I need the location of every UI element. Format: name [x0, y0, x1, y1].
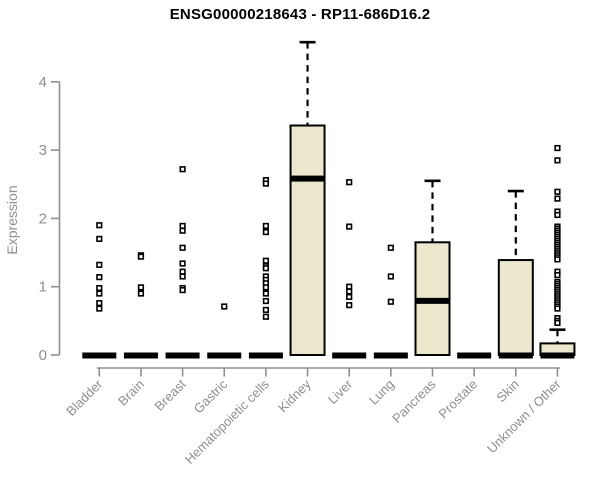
boxplot-bladder — [82, 222, 117, 359]
outlier-bladder — [96, 305, 103, 312]
x-tick-label-brain: Brain — [115, 377, 147, 409]
x-tick-label-gastric: Gastric — [191, 376, 231, 416]
boxplot-brain — [123, 252, 158, 359]
outlier-liver — [346, 288, 353, 295]
outlier-breast — [179, 268, 186, 275]
y-tick-label-1: 1 — [39, 279, 47, 296]
median-kidney — [290, 175, 325, 182]
outlier-unknown-other — [554, 211, 561, 219]
median-gastric — [207, 352, 242, 359]
median-lung — [373, 352, 408, 359]
outlier-liver — [346, 302, 353, 309]
boxplot-skin — [497, 189, 534, 359]
y-tick-label-3: 3 — [39, 142, 47, 159]
chart-title: ENSG00000218643 - RP11-686D16.2 — [169, 6, 431, 23]
outlier-bladder — [96, 274, 103, 281]
outlier-liver — [346, 179, 353, 186]
outlier-breast — [179, 227, 186, 234]
outlier-unknown-other — [554, 319, 561, 326]
median-breast — [165, 352, 200, 359]
boxplot-unknown-other — [539, 144, 576, 359]
y-tick-label-0: 0 — [39, 347, 47, 364]
median-brain — [123, 352, 158, 359]
outlier-bladder — [96, 235, 103, 242]
x-tick-label-kidney: Kidney — [275, 376, 314, 415]
outlier-lung — [387, 244, 394, 251]
outlier-lung — [387, 298, 394, 305]
outlier-breast — [179, 273, 186, 280]
median-liver — [332, 352, 367, 359]
x-tick-label-bladder: Bladder — [63, 376, 106, 419]
boxplot-liver — [332, 179, 367, 359]
y-axis-label: Expression — [4, 185, 20, 255]
x-tick-label-skin: Skin — [493, 377, 521, 405]
x-tick-label-lung: Lung — [366, 377, 397, 408]
outlier-bladder — [96, 299, 103, 307]
outlier-lung — [387, 273, 394, 280]
outlier-breast — [179, 222, 186, 230]
outlier-breast — [179, 166, 186, 173]
outlier-brain — [137, 253, 145, 260]
outlier-hematopoietic-cells — [262, 313, 270, 320]
boxplot-hematopoietic-cells — [248, 177, 283, 359]
boxplot-gastric — [207, 303, 242, 359]
outlier-brain — [137, 284, 145, 291]
outlier-unknown-other — [554, 144, 561, 152]
outlier-unknown-other — [554, 271, 561, 279]
boxplot-breast — [165, 166, 200, 359]
outlier-hematopoietic-cells — [262, 257, 270, 264]
boxplot-prostate — [457, 352, 492, 359]
outlier-hematopoietic-cells — [262, 265, 270, 272]
outlier-hematopoietic-cells — [262, 284, 270, 291]
outlier-liver — [346, 223, 353, 230]
median-unknown-other — [540, 352, 575, 359]
outlier-unknown-other — [554, 195, 561, 202]
median-bladder — [82, 352, 117, 359]
x-tick-label-unknown-other: Unknown / Other — [484, 376, 564, 456]
outlier-liver — [346, 283, 353, 290]
outlier-hematopoietic-cells — [262, 297, 270, 305]
outlier-gastric — [221, 303, 228, 310]
outlier-unknown-other — [554, 256, 561, 263]
x-tick-label-liver: Liver — [325, 376, 356, 407]
outlier-hematopoietic-cells — [262, 290, 270, 297]
outlier-brain — [137, 290, 145, 297]
outlier-unknown-other — [554, 188, 561, 195]
x-tick-label-breast: Breast — [152, 376, 189, 413]
outlier-bladder — [96, 284, 103, 292]
median-hematopoietic-cells — [248, 352, 283, 359]
y-tick-label-4: 4 — [39, 74, 47, 91]
outlier-unknown-other — [554, 305, 561, 312]
y-axis: 0 1 2 3 4 — [39, 74, 61, 364]
box-skin — [497, 259, 534, 356]
boxplot-kidney — [289, 40, 326, 357]
outlier-hematopoietic-cells — [262, 180, 270, 187]
outlier-bladder — [96, 290, 103, 297]
median-pancreas — [415, 297, 450, 304]
outlier-bladder — [96, 222, 103, 229]
x-tick-label-pancreas: Pancreas — [389, 376, 439, 426]
boxplot-pancreas — [414, 179, 451, 356]
outlier-breast — [179, 244, 186, 251]
outlier-bladder — [96, 261, 103, 268]
outlier-hematopoietic-cells — [262, 228, 270, 236]
outlier-breast — [179, 260, 186, 267]
outlier-liver — [346, 293, 353, 301]
outlier-unknown-other — [554, 157, 561, 164]
boxplot-lung — [373, 244, 408, 359]
median-prostate — [457, 352, 492, 359]
median-skin — [498, 352, 533, 359]
x-tick-label-prostate: Prostate — [435, 377, 480, 422]
outlier-hematopoietic-cells — [262, 222, 270, 230]
outlier-breast — [179, 287, 186, 294]
box-kidney — [289, 124, 326, 357]
y-tick-label-2: 2 — [39, 210, 47, 227]
outlier-hematopoietic-cells — [262, 306, 270, 314]
